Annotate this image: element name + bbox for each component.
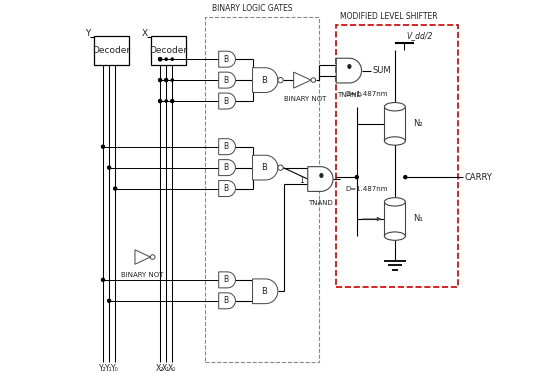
Polygon shape — [219, 293, 235, 309]
Text: B: B — [224, 76, 229, 84]
Circle shape — [102, 278, 104, 281]
Circle shape — [164, 79, 168, 82]
Text: Y: Y — [85, 29, 90, 38]
Text: MODIFIED LEVEL SHIFTER: MODIFIED LEVEL SHIFTER — [340, 12, 437, 21]
Polygon shape — [219, 72, 235, 88]
Text: B: B — [261, 163, 267, 172]
Bar — [384, 202, 405, 236]
Circle shape — [165, 100, 167, 102]
Polygon shape — [219, 272, 235, 288]
Bar — [94, 36, 129, 65]
Polygon shape — [252, 68, 278, 93]
Text: B: B — [224, 275, 229, 285]
Circle shape — [159, 58, 161, 60]
Polygon shape — [135, 250, 150, 264]
Text: X₀: X₀ — [168, 364, 177, 372]
Text: X: X — [141, 29, 147, 38]
Circle shape — [159, 79, 161, 81]
Polygon shape — [252, 279, 278, 304]
Circle shape — [165, 58, 167, 60]
Polygon shape — [219, 51, 235, 67]
Bar — [336, 25, 458, 288]
Text: Y₀: Y₀ — [111, 364, 119, 372]
Circle shape — [108, 166, 111, 169]
Text: B: B — [224, 296, 229, 305]
Text: X₁: X₁ — [162, 364, 170, 372]
Text: BINARY NOT: BINARY NOT — [120, 271, 163, 278]
Bar — [384, 107, 405, 141]
Text: CARRY: CARRY — [465, 173, 492, 182]
Text: X₂: X₂ — [156, 364, 164, 372]
Text: Y₂: Y₂ — [99, 364, 107, 372]
Circle shape — [108, 299, 111, 302]
Text: B: B — [224, 163, 229, 172]
Circle shape — [158, 99, 162, 103]
Circle shape — [170, 99, 174, 103]
Text: BINARY NOT: BINARY NOT — [284, 96, 327, 102]
Ellipse shape — [384, 103, 405, 111]
Polygon shape — [219, 139, 235, 155]
Text: TNAND: TNAND — [337, 91, 361, 98]
Ellipse shape — [384, 232, 405, 240]
Polygon shape — [252, 155, 278, 180]
Text: B: B — [261, 287, 267, 296]
Text: B: B — [261, 76, 267, 84]
Bar — [151, 36, 185, 65]
Circle shape — [171, 100, 173, 102]
Circle shape — [165, 79, 167, 81]
Polygon shape — [294, 72, 311, 88]
Text: Decoder: Decoder — [150, 46, 188, 55]
Text: V_dd/2: V_dd/2 — [406, 31, 433, 40]
Text: SUM: SUM — [372, 66, 391, 75]
Polygon shape — [219, 180, 235, 197]
Text: BINARY LOGIC GATES: BINARY LOGIC GATES — [212, 4, 293, 13]
Polygon shape — [219, 93, 235, 109]
Circle shape — [158, 79, 162, 82]
Text: B: B — [224, 96, 229, 106]
Text: •: • — [345, 61, 354, 76]
Ellipse shape — [384, 137, 405, 145]
Text: 1: 1 — [300, 176, 304, 185]
Text: Y₁: Y₁ — [105, 364, 113, 372]
Circle shape — [159, 100, 161, 102]
Text: D=1.487nm: D=1.487nm — [345, 91, 388, 97]
Text: N₂: N₂ — [413, 119, 422, 128]
Polygon shape — [336, 58, 361, 83]
Ellipse shape — [384, 198, 405, 206]
Circle shape — [355, 175, 359, 179]
Text: N₁: N₁ — [413, 215, 423, 223]
Text: D=1.487nm: D=1.487nm — [345, 186, 388, 192]
Polygon shape — [219, 160, 235, 175]
Polygon shape — [307, 167, 333, 191]
Text: B: B — [224, 142, 229, 151]
Circle shape — [404, 175, 407, 179]
Text: Decoder: Decoder — [92, 46, 130, 55]
Circle shape — [171, 79, 173, 81]
Circle shape — [311, 78, 316, 83]
Circle shape — [158, 58, 162, 61]
Circle shape — [278, 165, 283, 170]
Circle shape — [150, 255, 155, 259]
Bar — [205, 17, 319, 362]
Circle shape — [102, 145, 104, 148]
Circle shape — [278, 78, 283, 83]
Text: TNAND: TNAND — [309, 200, 333, 206]
Circle shape — [114, 187, 117, 190]
Text: •: • — [316, 170, 325, 185]
Text: B: B — [224, 184, 229, 193]
Text: B: B — [224, 55, 229, 64]
Circle shape — [158, 58, 162, 61]
Circle shape — [171, 58, 173, 60]
